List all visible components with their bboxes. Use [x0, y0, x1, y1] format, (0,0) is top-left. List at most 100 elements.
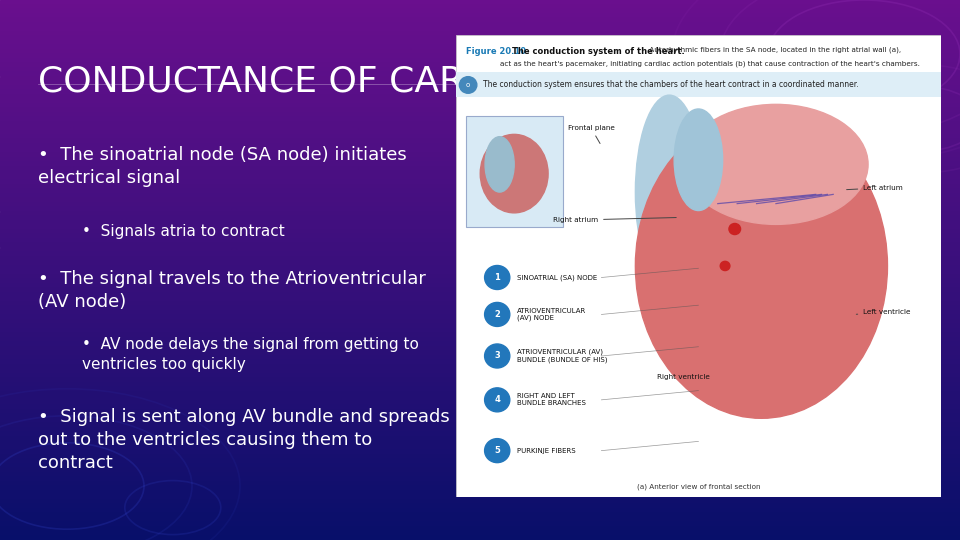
Bar [0, 40, 960, 45]
Bar [0, 144, 960, 148]
Bar [0, 369, 960, 374]
Bar [0, 122, 960, 126]
Text: 2: 2 [494, 310, 500, 319]
Bar [0, 4, 960, 9]
Bar [0, 396, 960, 401]
Bar [0, 225, 960, 229]
Bar [0, 180, 960, 185]
Bar [0, 185, 960, 189]
Bar [0, 293, 960, 297]
Text: PURKINJE FIBERS: PURKINJE FIBERS [516, 448, 575, 454]
Circle shape [485, 438, 510, 463]
Text: act as the heart's pacemaker, initiating cardiac action potentials (b) that caus: act as the heart's pacemaker, initiating… [499, 60, 920, 67]
Bar [0, 279, 960, 284]
Bar [0, 153, 960, 158]
Text: Frontal plane: Frontal plane [567, 125, 614, 144]
Bar [0, 482, 960, 486]
Bar [0, 68, 960, 72]
Bar [0, 243, 960, 247]
Bar [0, 81, 960, 85]
Bar [0, 455, 960, 459]
Text: The conduction system of the heart.: The conduction system of the heart. [512, 46, 684, 56]
Bar [0, 374, 960, 378]
Bar [0, 193, 960, 198]
Bar [0, 256, 960, 261]
Text: o: o [466, 82, 470, 88]
Bar [0, 234, 960, 239]
Text: RIGHT AND LEFT
BUNDLE BRANCHES: RIGHT AND LEFT BUNDLE BRANCHES [516, 393, 586, 407]
Bar [0, 526, 960, 531]
Bar [0, 432, 960, 436]
Text: Autorhythmic fibers in the SA node, located in the right atrial wall (a),: Autorhythmic fibers in the SA node, loca… [647, 46, 901, 53]
Bar [0, 90, 960, 94]
Bar [0, 166, 960, 171]
Bar [0, 27, 960, 31]
Bar [0, 301, 960, 306]
Ellipse shape [485, 137, 515, 192]
Bar [0, 333, 960, 338]
Bar [0, 104, 960, 108]
Circle shape [729, 224, 740, 234]
Bar [0, 14, 960, 18]
Text: 4: 4 [494, 395, 500, 404]
Text: The conduction system ensures that the chambers of the heart contract in a coord: The conduction system ensures that the c… [483, 80, 858, 90]
Text: Left atrium: Left atrium [847, 185, 903, 191]
Bar [0, 320, 960, 324]
Bar [0, 126, 960, 131]
Bar [0, 239, 960, 243]
Bar [0, 486, 960, 490]
Text: SINOATRIAL (SA) NODE: SINOATRIAL (SA) NODE [516, 274, 597, 281]
Bar [0, 50, 960, 54]
Bar [0, 207, 960, 212]
Bar [0, 247, 960, 252]
Text: •  Signals atria to contract: • Signals atria to contract [82, 224, 284, 239]
Text: 1: 1 [494, 273, 500, 282]
Bar [0, 401, 960, 405]
Circle shape [485, 344, 510, 368]
Bar [456, 72, 941, 97]
Circle shape [485, 266, 510, 289]
Bar [0, 9, 960, 14]
Bar [0, 315, 960, 320]
Circle shape [720, 261, 730, 271]
Bar [0, 441, 960, 445]
Bar [0, 36, 960, 40]
Bar [0, 517, 960, 522]
Text: 3: 3 [494, 352, 500, 361]
Bar [0, 436, 960, 441]
Bar [0, 23, 960, 27]
Bar [0, 522, 960, 526]
Ellipse shape [636, 113, 887, 418]
Bar [0, 148, 960, 153]
Bar [0, 468, 960, 472]
Ellipse shape [636, 95, 704, 289]
Bar [0, 446, 960, 450]
Bar [0, 63, 960, 68]
Circle shape [460, 77, 477, 93]
Text: •  AV node delays the signal from getting to
ventricles too quickly: • AV node delays the signal from getting… [82, 338, 419, 372]
Bar [0, 99, 960, 104]
Bar [0, 472, 960, 477]
Bar [0, 324, 960, 328]
Bar [0, 463, 960, 468]
Bar [0, 212, 960, 216]
Text: ATRIOVENTRICULAR
(AV) NODE: ATRIOVENTRICULAR (AV) NODE [516, 308, 586, 321]
Bar [0, 531, 960, 536]
Bar [0, 418, 960, 423]
Text: Right ventricle: Right ventricle [658, 374, 710, 381]
Text: •  Signal is sent along AV bundle and spreads
out to the ventricles causing them: • Signal is sent along AV bundle and spr… [38, 408, 450, 471]
Bar [0, 364, 960, 369]
Bar [0, 216, 960, 220]
Text: •  The signal travels to the Atrioventricular
(AV node): • The signal travels to the Atrioventric… [38, 270, 426, 311]
Bar [0, 490, 960, 495]
Bar [0, 112, 960, 117]
Bar [0, 18, 960, 23]
Bar [0, 77, 960, 81]
Bar [0, 117, 960, 122]
Bar [0, 477, 960, 482]
Bar [0, 360, 960, 364]
Bar [0, 108, 960, 112]
Bar [0, 500, 960, 504]
Ellipse shape [684, 104, 868, 225]
Bar [0, 0, 960, 4]
